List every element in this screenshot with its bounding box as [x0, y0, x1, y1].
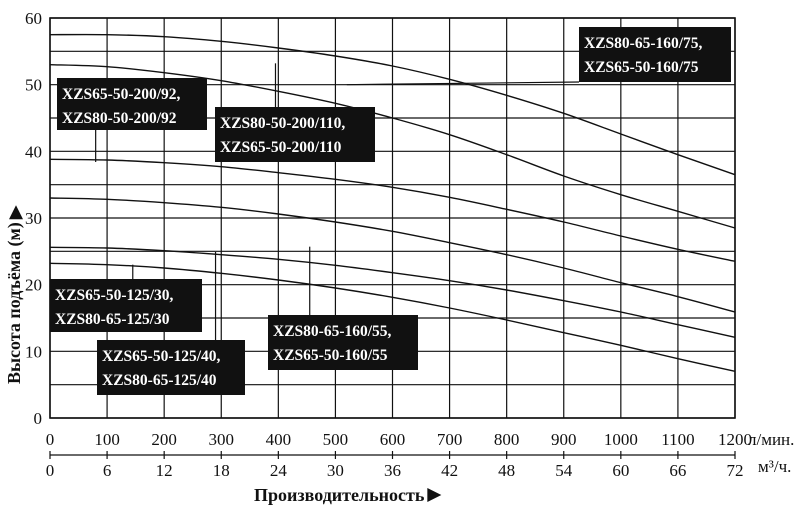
x2-tick-labels: 0 6 12 18 24 30 36 42 48 54 60 66 72 — [46, 461, 744, 480]
x-tick-label: 1200 — [718, 430, 752, 449]
series-label-3: XZS65-50-125/30, XZS80-65-125/30 — [50, 279, 202, 332]
x2-axis-unit: м³/ч. — [758, 457, 791, 476]
series-label-text: XZS65-50-125/40, — [102, 348, 221, 365]
series-label-text: XZS65-50-200/110 — [220, 139, 342, 156]
x2-tick-label: 24 — [270, 461, 288, 480]
x-tick-label: 900 — [551, 430, 577, 449]
y-tick-label: 30 — [25, 209, 42, 228]
series-label-4: XZS65-50-125/40, XZS80-65-125/40 — [97, 340, 245, 395]
leader-line — [346, 81, 580, 86]
series-label-box — [215, 107, 375, 162]
series-line-1 — [49, 63, 736, 229]
y-tick-labels: 0 10 20 30 40 50 60 — [25, 9, 42, 428]
x-tick-label: 1000 — [604, 430, 638, 449]
x-tick-label: 100 — [94, 430, 120, 449]
y-tick-label: 50 — [25, 76, 42, 95]
x2-tick-label: 12 — [156, 461, 173, 480]
grid — [49, 17, 736, 459]
x2-tick-label: 60 — [612, 461, 629, 480]
x-axis-title: Производительность — [254, 485, 425, 505]
series-label-text: XZS80-50-200/110, — [220, 115, 345, 132]
series-line-3 — [49, 197, 736, 313]
y-axis-title: Высота подъёма (м) — [4, 222, 25, 384]
x2-tick-label: 72 — [727, 461, 744, 480]
x-tick-label: 1100 — [661, 430, 694, 449]
series-label-5: XZS80-65-160/55, XZS65-50-160/55 — [268, 315, 418, 370]
x-tick-label: 500 — [323, 430, 349, 449]
y-tick-label: 10 — [25, 342, 42, 361]
x2-tick-label: 66 — [669, 461, 686, 480]
series-label-0: XZS65-50-200/92, XZS80-50-200/92 — [57, 78, 207, 130]
series-label-text: XZS65-50-160/55 — [273, 347, 388, 364]
x-tick-label: 400 — [266, 430, 292, 449]
x2-tick-label: 48 — [498, 461, 515, 480]
y-tick-label: 20 — [25, 276, 42, 295]
series-line-4 — [49, 246, 736, 339]
plot-frame — [49, 17, 736, 419]
series-label-text: XZS65-50-125/30, — [55, 287, 174, 304]
series-label-text: XZS80-65-160/55, — [273, 323, 392, 340]
x-tick-label: 600 — [380, 430, 406, 449]
x2-tick-label: 54 — [555, 461, 573, 480]
x-axis-arrow-icon — [427, 488, 442, 502]
series-label-text: XZS80-65-160/75, — [584, 35, 703, 52]
series-labels: XZS65-50-200/92, XZS80-50-200/92 XZS80-50-… — [50, 27, 731, 395]
y-tick-label: 0 — [34, 409, 43, 428]
series-label-text: XZS65-50-160/75 — [584, 59, 699, 76]
x2-tick-label: 18 — [213, 461, 230, 480]
performance-curves — [49, 33, 736, 373]
x-tick-label: 800 — [494, 430, 520, 449]
x-tick-label: 700 — [437, 430, 463, 449]
y-axis-title-group: Высота подъёма (м) — [4, 205, 25, 384]
x-tick-label: 200 — [151, 430, 177, 449]
series-label-box — [57, 78, 207, 130]
series-line-5 — [49, 262, 736, 373]
x-axis-unit: л/мин. — [748, 430, 794, 449]
series-label-text: XZS65-50-200/92, — [62, 86, 181, 103]
x2-tick-label: 0 — [46, 461, 55, 480]
series-line-2 — [49, 158, 736, 263]
x-tick-label: 300 — [209, 430, 235, 449]
series-label-box — [579, 27, 731, 82]
series-label-text: XZS80-65-125/30 — [55, 311, 170, 328]
x2-tick-label: 6 — [103, 461, 112, 480]
x2-tick-label: 36 — [384, 461, 401, 480]
x2-tick-label: 42 — [441, 461, 458, 480]
x-axis-title-group: Производительность — [254, 485, 442, 505]
x2-tick-label: 30 — [327, 461, 344, 480]
x-tick-label: 0 — [46, 430, 55, 449]
series-label-text: XZS80-65-125/40 — [102, 372, 217, 389]
series-label-1: XZS80-50-200/110, XZS65-50-200/110 — [215, 107, 375, 162]
y-tick-label: 60 — [25, 9, 42, 28]
series-label-box — [97, 340, 245, 395]
series-label-box — [268, 315, 418, 370]
y-axis-arrow-icon — [9, 205, 23, 220]
label-leader-lines — [95, 63, 580, 340]
series-label-2: XZS80-65-160/75, XZS65-50-160/75 — [579, 27, 731, 82]
series-label-text: XZS80-50-200/92 — [62, 110, 177, 127]
series-label-box — [50, 279, 202, 332]
series-line-0 — [49, 33, 736, 176]
y-tick-label: 40 — [25, 142, 42, 161]
x-tick-labels: 0 100 200 300 400 500 600 700 800 900 1000 1100 1200 — [46, 430, 752, 449]
